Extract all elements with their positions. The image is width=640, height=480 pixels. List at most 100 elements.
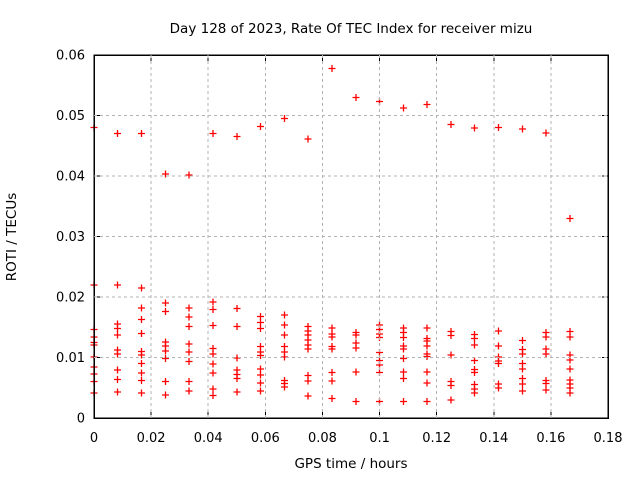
data-point-marker	[328, 377, 336, 385]
x-axis-label: GPS time / hours	[294, 456, 407, 472]
data-point-marker	[114, 366, 121, 374]
data-point-marker	[138, 377, 145, 384]
data-point-marker	[304, 392, 312, 400]
data-point-marker	[423, 368, 431, 376]
x-tick-label: 0.12	[422, 431, 451, 446]
data-point-marker	[423, 379, 431, 387]
x-tick-label: 0.16	[536, 431, 565, 446]
data-point-marker	[162, 299, 169, 307]
y-tick-label: 0.05	[56, 109, 85, 124]
data-point-marker	[257, 379, 264, 387]
data-point-marker	[400, 375, 407, 382]
data-point-marker	[185, 304, 193, 312]
data-point-marker	[162, 347, 169, 355]
x-tick-label: 0.04	[194, 431, 223, 446]
data-point-marker	[281, 331, 288, 339]
data-point-marker	[162, 170, 169, 178]
data-point-marker	[423, 324, 431, 332]
data-point-marker	[281, 383, 288, 391]
data-point-marker	[138, 389, 145, 397]
data-point-marker	[471, 357, 478, 364]
tick-labels: 0 0.02 0.04 0.06 0.08 0.1 0.12 0.14 0.16 0.18 0 0.0…	[56, 49, 622, 447]
data-point-marker	[423, 353, 431, 360]
data-point-marker	[185, 348, 193, 356]
data-point-marker	[138, 360, 145, 367]
data-point-marker	[566, 333, 574, 341]
data-point-marker	[233, 133, 241, 140]
data-point-marker	[185, 340, 193, 348]
data-point-marker	[447, 121, 455, 128]
data-point-marker	[566, 389, 574, 397]
data-point-marker	[495, 327, 502, 335]
data-point-marker	[114, 281, 121, 289]
data-point-marker	[519, 387, 526, 395]
data-point-marker	[328, 369, 336, 376]
data-point-marker	[519, 125, 526, 133]
data-point-marker	[257, 352, 264, 359]
data-point-marker	[352, 344, 360, 352]
data-point-marker	[304, 377, 312, 385]
data-point-marker	[519, 337, 526, 344]
data-point-marker	[185, 358, 193, 365]
data-point-marker	[542, 333, 550, 341]
data-point-marker	[114, 331, 121, 339]
data-point-marker	[519, 365, 526, 373]
data-point-marker	[328, 324, 336, 332]
data-point-marker	[281, 311, 288, 319]
data-point-marker	[542, 350, 550, 358]
data-point-marker	[257, 325, 264, 332]
data-point-marker	[138, 330, 145, 337]
y-axis-label: ROTI / TECUs	[4, 193, 20, 281]
data-point-marker	[257, 313, 264, 320]
data-point-marker	[542, 129, 550, 137]
data-point-marker	[471, 389, 478, 397]
data-point-marker	[209, 350, 217, 358]
data-point-marker	[447, 332, 455, 339]
data-point-marker	[233, 388, 241, 396]
data-point-marker	[138, 130, 145, 137]
data-point-marker	[542, 386, 550, 394]
data-point-marker	[162, 308, 169, 315]
data-point-marker	[114, 130, 121, 137]
data-point-marker	[257, 319, 264, 326]
data-point-marker	[400, 368, 407, 376]
x-tick-label: 0.08	[308, 431, 337, 446]
data-point-marker	[304, 345, 312, 353]
data-point-marker	[233, 323, 241, 330]
y-tick-label: 0.03	[56, 230, 85, 245]
data-point-marker	[542, 380, 550, 387]
data-point-marker	[281, 115, 288, 122]
data-point-marker	[423, 342, 431, 350]
data-point-marker	[471, 124, 478, 132]
data-point-marker	[471, 335, 478, 342]
data-point-marker	[138, 284, 145, 292]
data-point-marker	[400, 345, 407, 353]
data-point-marker	[400, 398, 407, 405]
data-point-marker	[352, 94, 360, 101]
data-point-marker	[138, 369, 145, 377]
data-point-marker	[114, 350, 121, 358]
data-point-marker	[471, 341, 478, 349]
data-point-marker	[352, 398, 360, 405]
x-tick-label: 0.06	[251, 431, 280, 446]
data-point-marker	[423, 398, 431, 405]
data-point-marker	[328, 333, 336, 341]
y-tick-label: 0.04	[56, 170, 85, 185]
data-point-marker	[471, 369, 478, 376]
data-point-marker	[114, 388, 121, 396]
data-point-marker	[233, 305, 241, 312]
data-point-marker	[328, 395, 336, 402]
data-point-marker	[209, 130, 217, 137]
data-point-marker	[162, 355, 169, 362]
data-point-marker	[185, 313, 193, 321]
data-point-marker	[519, 380, 526, 388]
data-point-marker	[114, 376, 121, 383]
data-point-marker	[257, 365, 264, 373]
data-point-marker	[400, 355, 407, 362]
data-point-marker	[281, 321, 288, 329]
data-point-marker	[209, 385, 217, 393]
data-point-marker	[185, 387, 193, 395]
data-point-marker	[209, 298, 217, 306]
data-point-marker	[209, 392, 217, 399]
y-tick-label: 0.02	[56, 291, 85, 306]
